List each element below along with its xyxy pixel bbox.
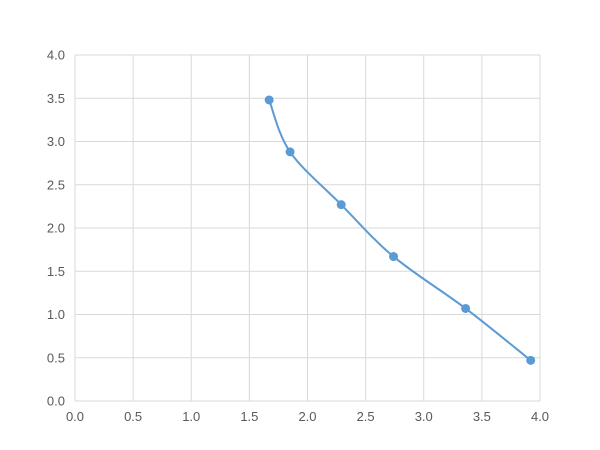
data-point: [336, 200, 346, 210]
series-line: [268, 98, 532, 362]
series: [264, 95, 536, 365]
x-tick-label: 2.0: [298, 409, 316, 424]
x-tick-label: 1.5: [240, 409, 258, 424]
x-tick-label: 2.5: [357, 409, 375, 424]
data-point: [264, 95, 274, 105]
y-tick-label: 2.0: [47, 221, 65, 236]
y-tick-label: 4.0: [47, 48, 65, 63]
y-tick-label: 3.0: [47, 134, 65, 149]
y-tick-label: 1.5: [47, 264, 65, 279]
data-point: [461, 303, 471, 313]
y-tick-label: 1.0: [47, 307, 65, 322]
x-axis-ticks: 0.0 0.5 1.0 1.5 2.0 2.5 3.0 3.5 4.0: [66, 409, 549, 424]
x-tick-label: 3.0: [415, 409, 433, 424]
grid: [74, 54, 541, 402]
data-point: [526, 355, 536, 365]
y-tick-label: 3.5: [47, 91, 65, 106]
x-tick-label: 3.5: [473, 409, 491, 424]
y-axis-ticks: 0.0 0.5 1.0 1.5 2.0 2.5 3.0 3.5 4.0: [47, 48, 65, 409]
x-tick-label: 1.0: [182, 409, 200, 424]
x-tick-label: 0.0: [66, 409, 84, 424]
data-point: [389, 252, 399, 262]
x-tick-label: 0.5: [124, 409, 142, 424]
x-tick-label: 4.0: [531, 409, 549, 424]
data-point: [285, 147, 295, 157]
y-tick-label: 0.5: [47, 350, 65, 365]
y-tick-label: 2.5: [47, 177, 65, 192]
y-tick-label: 0.0: [47, 394, 65, 409]
